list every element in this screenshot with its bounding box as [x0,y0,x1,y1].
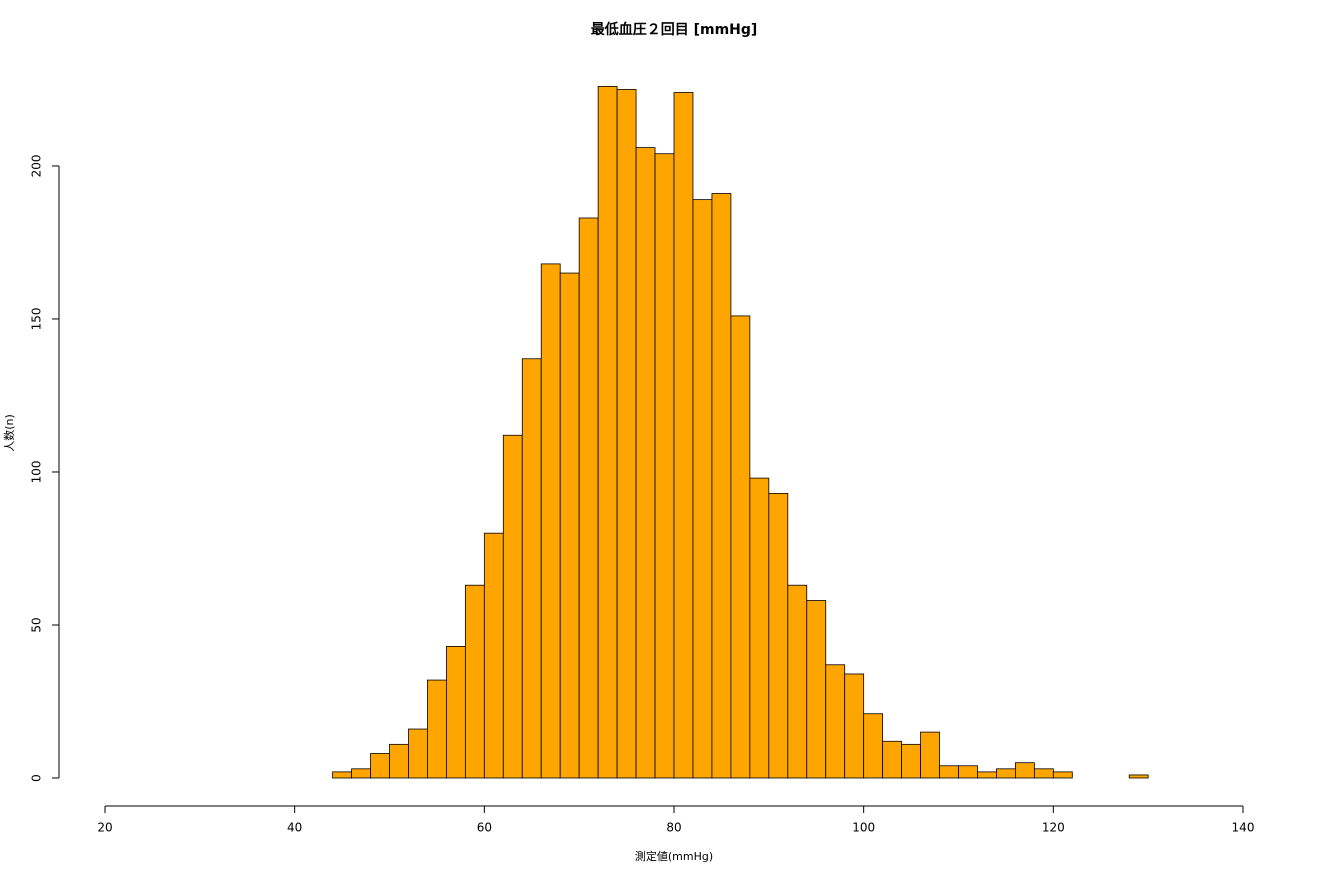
bar [1033,768,1054,779]
chart-title: 最低血圧２回目 [mmHg] [591,21,758,38]
bar [578,217,599,779]
bar [1052,771,1073,779]
bar [654,153,675,779]
bar [521,358,542,779]
bar [483,532,504,779]
x-tick-label: 20 [97,821,112,835]
bar [389,743,409,779]
x-tick-label: 100 [852,821,875,835]
bar [939,765,959,779]
x-axis-label: 測定値(mmHg) [635,849,713,863]
bar [882,740,903,779]
bar [711,193,732,779]
bar [445,646,466,779]
x-tick-label: 40 [287,821,302,835]
bar [1128,774,1149,779]
bar [635,147,656,779]
y-axis-label: 人数(n) [3,414,16,452]
bar [597,86,618,779]
y-tick-label: 200 [30,155,44,178]
y-tick-label: 50 [30,617,44,632]
bar [351,768,371,779]
bar [1015,762,1035,779]
bar [787,584,808,779]
bar [825,664,846,779]
x-tick-label: 120 [1042,821,1065,835]
bar [730,315,751,779]
y-tick-label: 150 [30,308,44,331]
bar [958,765,978,779]
bar [844,673,865,779]
bar [806,600,827,779]
x-tick-label: 140 [1232,821,1255,835]
bar [408,728,428,779]
bar [464,584,485,779]
bar [673,92,694,779]
bar [692,199,713,779]
bar [559,272,580,779]
bar [370,753,390,779]
bar [749,477,770,779]
bar [996,768,1016,779]
x-tick-label: 60 [477,821,492,835]
bar [901,743,921,779]
bar [977,771,997,779]
bar [502,434,523,779]
y-tick-label: 0 [30,774,44,782]
x-tick-label: 80 [666,821,681,835]
bar [616,89,637,779]
y-tick-label: 100 [30,461,44,484]
bar [332,771,352,779]
bar [540,263,561,779]
bar [768,493,789,779]
bar [863,713,884,779]
bar [920,731,940,779]
bar [427,679,447,779]
